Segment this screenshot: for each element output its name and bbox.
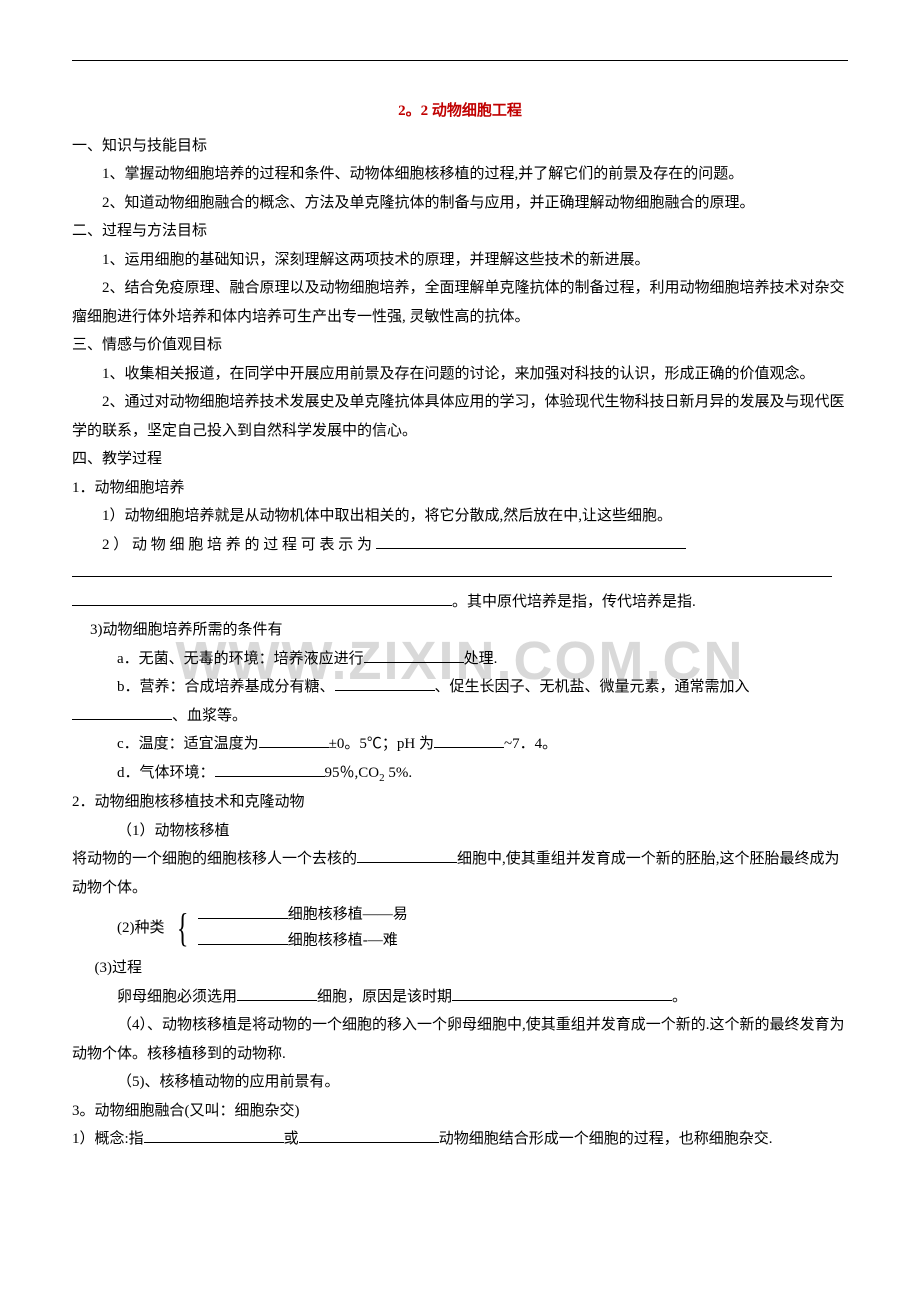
blank	[144, 1127, 284, 1144]
s4-3-1: 1）概念:指 或 动物细胞结合形成一个细胞的过程，也称细胞杂交.	[72, 1125, 848, 1154]
s4-2-3: (3)过程	[72, 954, 848, 983]
section-3-item-2: 2、通过对动物细胞培养技术发展史及单克隆抗体具体应用的学习，体验现代生物科技日新…	[72, 388, 848, 445]
text: 将动物的一个细胞的细胞核移人一个去核的	[72, 851, 357, 867]
s4-1-3c: c．温度：适宜温度为 ±0。5℃；pH 为 ~7．4。	[72, 730, 848, 759]
text: 动物细胞结合形成一个细胞的过程，也称细胞杂交.	[439, 1131, 773, 1147]
text: 或	[284, 1131, 299, 1147]
text: 细胞核移植-—难	[288, 933, 398, 949]
section-1-item-1: 1、掌握动物细胞培养的过程和条件、动物体细胞核移植的过程,并了解它们的前景及存在…	[72, 160, 848, 189]
text: 。	[672, 989, 687, 1005]
text: 细胞，原因是该时期	[317, 989, 452, 1005]
blank	[72, 561, 832, 578]
blank	[237, 984, 317, 1001]
blank	[215, 760, 325, 777]
blank	[335, 675, 435, 692]
s4-1-3a: a．无菌、无毒的环境：培养液应进行 处理.	[72, 645, 848, 674]
text: c．温度：适宜温度为	[117, 736, 259, 752]
text: a．无菌、无毒的环境：培养液应进行	[117, 651, 364, 667]
text: b．营养：合成培养基成分有糖、	[117, 679, 335, 695]
text: 95％,CO	[325, 765, 380, 781]
brace-lines: 细胞核移植——易 细胞核移植-—难	[198, 902, 408, 954]
s4-2-1: （1）动物核移植	[72, 817, 848, 846]
s4-1-3d: d．气体环境：95％,CO2 5%.	[72, 759, 848, 789]
s4-2-2-brace: (2)种类 { 细胞核移植——易 细胞核移植-—难	[117, 902, 848, 954]
s4-1-item-2-line2	[72, 559, 848, 588]
s4-1-heading: 1．动物细胞培养	[72, 474, 848, 503]
brace-label: (2)种类	[117, 914, 165, 943]
s4-2-5: （5)、核移植动物的应用前景有。	[72, 1068, 848, 1097]
brace-line-2: 细胞核移植-—难	[198, 928, 408, 954]
blank	[259, 732, 329, 749]
blank	[364, 646, 464, 663]
section-4-heading: 四、教学过程	[72, 445, 848, 474]
s4-1-item-2-line3: 。其中原代培养是指，传代培养是指.	[72, 588, 848, 617]
text: 1）概念:指	[72, 1131, 144, 1147]
brace-icon: {	[176, 908, 188, 948]
s4-2-4: （4）、动物核移植是将动物的一个细胞的移入一个卵母细胞中,使其重组并发育成一个新…	[72, 1011, 848, 1068]
blank	[452, 984, 672, 1001]
text: 处理.	[464, 651, 498, 667]
s4-1-3b: b．营养：合成培养基成分有糖、 、促生长因子、无机盐、微量元素，通常需加入、血浆等…	[72, 673, 848, 730]
s4-1-item-1: 1）动物细胞培养就是从动物机体中取出相关的，将它分散成,然后放在中,让这些细胞。	[72, 502, 848, 531]
blank	[299, 1127, 439, 1144]
section-1-heading: 一、知识与技能目标	[72, 132, 848, 161]
blank	[198, 928, 288, 945]
section-2-item-1: 1、运用细胞的基础知识，深刻理解这两项技术的原理，并理解这些技术的新进展。	[72, 246, 848, 275]
text: d．气体环境：	[117, 765, 215, 781]
section-2-item-2: 2、结合免疫原理、融合原理以及动物细胞培养，全面理解单克隆抗体的制备过程，利用动…	[72, 274, 848, 331]
document-content: 2。2 动物细胞工程 一、知识与技能目标 1、掌握动物细胞培养的过程和条件、动物…	[72, 60, 848, 1154]
text: 卵母细胞必须选用	[117, 989, 237, 1005]
blank	[376, 532, 686, 549]
s4-1-2-post: 。其中原代培养是指，传代培养是指.	[452, 594, 696, 610]
text: 5%.	[385, 765, 413, 781]
blank	[357, 847, 457, 864]
blank	[72, 703, 172, 720]
s4-3-heading: 3。动物细胞融合(又叫：细胞杂交)	[72, 1097, 848, 1126]
s4-2-3a: 卵母细胞必须选用 细胞，原因是该时期 。	[72, 983, 848, 1012]
section-1-item-2: 2、知道动物细胞融合的概念、方法及单克隆抗体的制备与应用，并正确理解动物细胞融合…	[72, 189, 848, 218]
text: ±0。5℃；pH 为	[329, 736, 434, 752]
blank	[434, 732, 504, 749]
s4-1-item-2: 2 ） 动 物 细 胞 培 养 的 过 程 可 表 示 为	[72, 531, 848, 560]
text: 细胞核移植——易	[288, 907, 408, 923]
s4-2-heading: 2．动物细胞核移植技术和克隆动物	[72, 788, 848, 817]
s4-2-1-body: 将动物的一个细胞的细胞核移人一个去核的细胞中,使其重组并发育成一个新的胚胎,这个…	[72, 845, 848, 902]
section-3-item-1: 1、收集相关报道，在同学中开展应用前景及存在问题的讨论，来加强对科技的认识，形成…	[72, 360, 848, 389]
section-2-heading: 二、过程与方法目标	[72, 217, 848, 246]
text: 、促生长因子、无机盐、微量元素，通常需加入	[435, 679, 750, 695]
brace-line-1: 细胞核移植——易	[198, 902, 408, 928]
blank	[198, 902, 288, 919]
text: ~7．4。	[504, 736, 557, 752]
top-rule	[72, 60, 848, 61]
blank	[72, 589, 452, 606]
text: 、血浆等。	[172, 708, 247, 724]
section-3-heading: 三、情感与价值观目标	[72, 331, 848, 360]
doc-title: 2。2 动物细胞工程	[72, 97, 848, 126]
s4-1-2-pre: 2 ） 动 物 细 胞 培 养 的 过 程 可 表 示 为	[102, 537, 376, 553]
s4-1-item-3: 3)动物细胞培养所需的条件有	[72, 616, 848, 645]
